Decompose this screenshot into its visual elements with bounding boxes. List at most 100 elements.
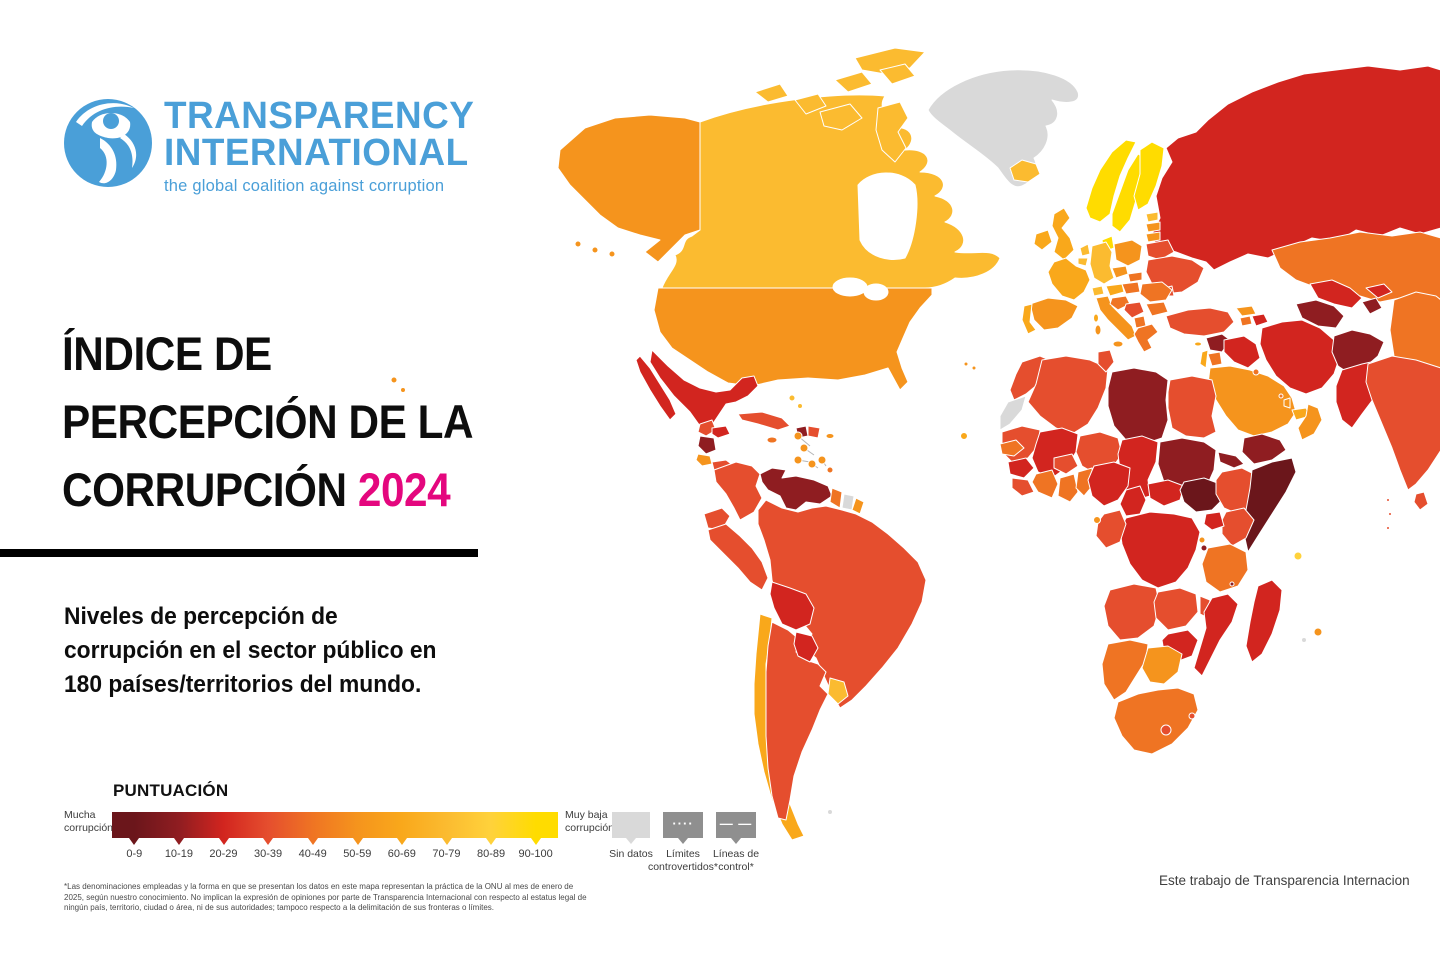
- swatch-pointer: [678, 838, 688, 844]
- map-belarus: [1145, 239, 1175, 261]
- map-bahamas: [797, 403, 803, 409]
- map-aleutian: [591, 246, 599, 254]
- map-uzbekistan: [1309, 279, 1363, 309]
- map-dominican-republic: [807, 425, 821, 439]
- footnote: *Las denominaciones empleadas y la forma…: [64, 882, 587, 913]
- map-aleutian: [574, 240, 582, 248]
- map-venezuela: [759, 467, 833, 511]
- map-lithuania: [1145, 231, 1161, 243]
- map-cuba: [737, 411, 791, 431]
- swatch-pointer: [731, 838, 741, 844]
- map-algeria: [1027, 355, 1109, 435]
- swatch-pointer: [626, 838, 636, 844]
- map-cabo-verde: [960, 432, 968, 440]
- no-data-label: Sin datos: [609, 848, 653, 860]
- map-canary-islands: [963, 361, 969, 367]
- map-norway: [1085, 139, 1137, 223]
- map-benin: [1075, 467, 1095, 497]
- map-guinea: [1007, 457, 1035, 479]
- map-lesser-antilles: [799, 443, 809, 453]
- map-oman: [1297, 403, 1323, 441]
- map-lesser-antilles: [817, 455, 827, 465]
- map-france: [1047, 257, 1091, 301]
- globe-icon: [64, 99, 152, 187]
- map-ghana: [1057, 473, 1079, 503]
- map-mauritius: [1313, 627, 1323, 637]
- map-zambia: [1153, 587, 1199, 631]
- map-somalia: [1243, 457, 1297, 553]
- title-line1: ÍNDICE DE: [62, 327, 272, 380]
- map-qatar: [1283, 397, 1291, 409]
- subtitle-line3: 180 países/territorios del mundo.: [64, 671, 422, 699]
- map-eritrea: [1217, 451, 1245, 469]
- map-greece: [1133, 323, 1159, 353]
- map-russia: [1149, 65, 1440, 271]
- map-serbia: [1123, 301, 1145, 319]
- map-iran: [1259, 319, 1341, 395]
- tick-label: 60-69: [387, 848, 416, 860]
- map-cyprus: [1194, 341, 1202, 347]
- map-hawaii: [400, 387, 406, 393]
- map-canary-islands: [971, 365, 977, 371]
- map-maldives: [1386, 498, 1390, 502]
- map-lesotho: [1160, 724, 1172, 736]
- map-sri-lanka: [1413, 491, 1429, 511]
- map-baja-california: [635, 355, 677, 421]
- tick-label: 40-49: [298, 848, 327, 860]
- map-mexico: [649, 349, 759, 429]
- subtitle-line2: corrupción en el sector público en: [64, 637, 437, 665]
- map-tunisia: [1097, 349, 1115, 373]
- tick-label: 80-89: [476, 848, 506, 860]
- map-aleutian: [608, 250, 616, 258]
- tick-label: 0-9: [126, 848, 143, 860]
- title-line2: PERCEPCIÓN DE LA: [62, 395, 474, 449]
- subtitle: Niveles de percepción de corrupción en e…: [64, 600, 482, 702]
- map-angola: [1103, 583, 1161, 641]
- map-baffin-island: [875, 101, 909, 163]
- map-botswana: [1141, 645, 1183, 685]
- map-bahrain: [1278, 393, 1284, 399]
- disputed-borders-swatch: ····: [663, 812, 703, 844]
- map-czechia: [1111, 265, 1129, 279]
- map-poland: [1113, 239, 1143, 267]
- map-sao-tome: [1093, 516, 1101, 524]
- subtitle-line1: Niveles de percepción de: [64, 603, 338, 630]
- map-rwanda: [1198, 536, 1206, 544]
- map-arctic-island: [834, 71, 873, 93]
- map-lesser-antilles: [793, 455, 803, 465]
- map-israel: [1199, 349, 1209, 369]
- map-eswatini: [1188, 712, 1196, 720]
- disputed-label-line1: Límites: [666, 848, 700, 860]
- tick-label: 30-39: [254, 848, 283, 860]
- map-turkmenistan: [1295, 299, 1345, 329]
- title-line3: CORRUPCIÓN: [62, 463, 347, 517]
- map-south-sudan: [1179, 477, 1225, 513]
- map-drc: [1119, 511, 1201, 589]
- brand-logo: TRANSPARENCY INTERNATIONAL the global co…: [62, 92, 484, 196]
- map-maldives: [1388, 512, 1392, 516]
- map-maldives: [1386, 526, 1390, 530]
- map-french-guiana: [851, 497, 865, 515]
- map-iraq: [1223, 335, 1261, 369]
- map-bulgaria: [1145, 301, 1169, 317]
- dashed-line-icon: — —: [719, 815, 753, 831]
- map-jamaica: [766, 436, 778, 444]
- map-senegal: [999, 439, 1025, 457]
- map-paraguay: [793, 631, 819, 663]
- map-seychelles: [1293, 551, 1303, 561]
- map-trinidad: [826, 466, 834, 474]
- legend-low-label: Mucha corrupción: [64, 809, 114, 835]
- map-guyana: [829, 487, 843, 509]
- map-latvia: [1145, 221, 1161, 233]
- map-comoros: [1229, 581, 1235, 587]
- map-victoria-island: [819, 103, 863, 131]
- tick-label: 70-79: [432, 848, 461, 860]
- map-costa-rica: [695, 453, 713, 467]
- control-label-line1: Líneas de: [712, 848, 760, 860]
- map-libya: [1107, 367, 1169, 445]
- disputed-label-line2: controvertidos*: [647, 861, 719, 874]
- map-corsica: [1093, 313, 1099, 323]
- map-portugal: [1021, 303, 1037, 335]
- map-netherlands: [1079, 243, 1091, 257]
- map-germany: [1089, 241, 1115, 285]
